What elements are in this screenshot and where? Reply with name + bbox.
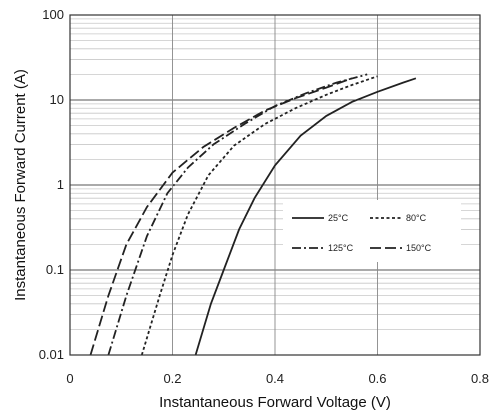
x-tick-label: 0.8 xyxy=(471,371,489,386)
legend-label: 150°C xyxy=(406,243,432,253)
legend: 25°C 80°C 125°C 150°C xyxy=(283,200,461,262)
legend-box xyxy=(283,200,461,262)
legend-label: 125°C xyxy=(328,243,354,253)
series-line xyxy=(140,75,378,356)
y-tick-label: 1 xyxy=(57,177,64,192)
x-tick-label: 0 xyxy=(66,371,73,386)
y-tick-label: 100 xyxy=(42,7,64,22)
y-tick-labels: 0.01 0.1 1 10 100 xyxy=(39,7,64,362)
y-axis-title: Instantaneous Forward Current (A) xyxy=(12,69,29,301)
legend-label: 80°C xyxy=(406,213,427,223)
x-tick-label: 0.6 xyxy=(368,371,386,386)
legend-label: 25°C xyxy=(328,213,349,223)
x-tick-label: 0.4 xyxy=(266,371,284,386)
x-tick-labels: 0 0.2 0.4 0.6 0.8 xyxy=(66,371,489,386)
series-lines xyxy=(89,73,417,356)
grid xyxy=(69,14,481,356)
y-tick-label: 0.01 xyxy=(39,347,64,362)
series-line xyxy=(107,73,368,356)
series-line xyxy=(89,77,353,356)
y-tick-label: 10 xyxy=(50,92,64,107)
x-tick-label: 0.2 xyxy=(163,371,181,386)
plot-frame xyxy=(69,14,481,356)
y-tick-label: 0.1 xyxy=(46,262,64,277)
x-axis-title: Instantaneous Forward Voltage (V) xyxy=(159,394,391,411)
series-line xyxy=(194,77,417,356)
